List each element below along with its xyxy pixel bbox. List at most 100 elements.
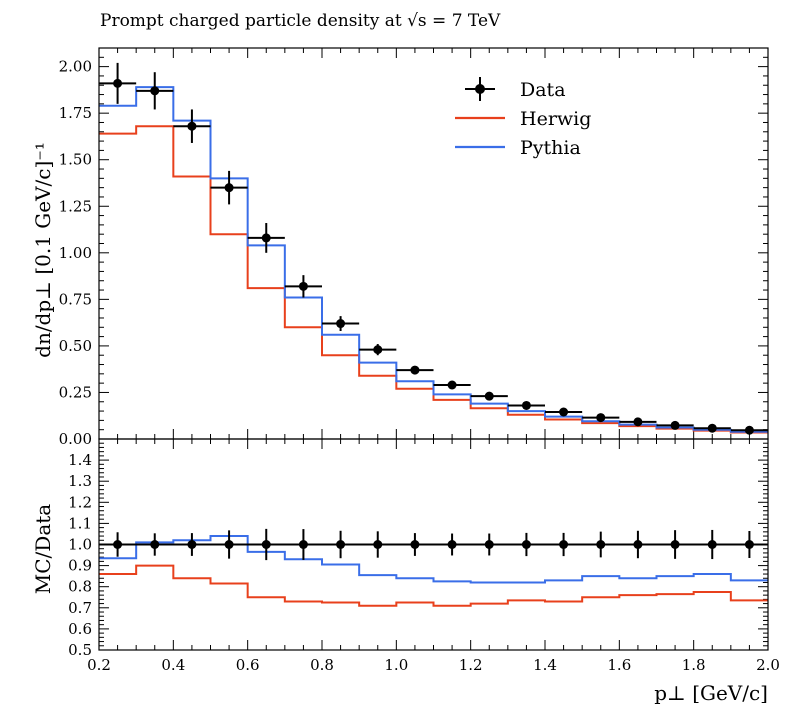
main-data-point [433, 380, 471, 390]
main-data-point [582, 413, 620, 423]
main-data-point-marker [150, 86, 160, 96]
main-y-tick-label: 1.75 [59, 104, 92, 122]
main-data-point [396, 365, 434, 375]
ratio-data-point-marker [298, 540, 308, 549]
main-data-point [656, 420, 694, 430]
legend-entry-pythia: Pythia [455, 137, 581, 159]
ratio-data-point [582, 531, 620, 558]
x-tick-label: 0.6 [236, 656, 260, 674]
legend-entry-herwig: Herwig [455, 108, 591, 130]
main-data-point [507, 400, 545, 410]
main-data-point [210, 170, 248, 205]
main-data-point-marker [187, 121, 197, 131]
main-data-point-marker [261, 233, 271, 243]
legend-herwig-label: Herwig [520, 108, 591, 130]
x-tick-label: 1.0 [384, 656, 408, 674]
main-data-point [173, 109, 211, 143]
ratio-data-point-marker [670, 540, 680, 549]
main-y-tick-label: 1.00 [59, 244, 92, 262]
ratio-data-point [730, 530, 768, 559]
ratio-data-point [99, 532, 137, 557]
ratio-data-point [693, 529, 731, 560]
ratio-data-point-marker [224, 540, 234, 549]
ratio-data-point [656, 530, 694, 559]
main-data-point-marker [484, 391, 494, 401]
ratio-data-point-marker [484, 540, 494, 549]
ratio-data-point [210, 530, 248, 559]
ratio-data-point-marker [336, 540, 346, 549]
ratio-data-point [284, 529, 322, 560]
main-y-tick-label: 1.25 [59, 197, 92, 215]
ratio-data-point-marker [596, 540, 606, 549]
main-data-point [99, 62, 137, 104]
ratio-y-tick-label: 0.5 [68, 641, 92, 659]
main-data-point-marker [559, 407, 569, 417]
x-tick-label: 1.6 [607, 656, 631, 674]
ratio-data-point [322, 530, 360, 559]
legend-pythia-label: Pythia [520, 137, 581, 159]
x-tick-label: 1.8 [682, 656, 706, 674]
ratio-data-point-marker [559, 540, 569, 549]
ratio-y-tick-label: 1.3 [68, 472, 92, 490]
ratio-data-point [619, 530, 657, 559]
ratio-data-point-marker [373, 540, 383, 549]
main-y-tick-label: 2.00 [59, 58, 92, 76]
main-data-point-marker [373, 345, 383, 355]
ratio-y-tick-label: 0.6 [68, 620, 92, 638]
ratio-data-point-marker [113, 540, 123, 549]
ratio-data-point-marker [410, 540, 420, 549]
ratio-y-axis-label: MC/Data [31, 504, 55, 595]
main-data-point [730, 425, 768, 435]
main-data-point-marker [410, 365, 420, 375]
x-tick-label: 0.4 [161, 656, 185, 674]
x-tick-label: 0.2 [87, 656, 111, 674]
main-data-point-marker [707, 423, 717, 433]
ratio-data-point-marker [521, 540, 531, 549]
main-data-point-marker [447, 380, 457, 390]
ratio-data-point [173, 533, 211, 556]
main-data-point-marker [113, 78, 123, 88]
main-data-point [619, 417, 657, 427]
ratio-y-tick-label: 0.8 [68, 578, 92, 596]
main-data-point-marker [596, 413, 606, 423]
main-data-point [136, 72, 174, 110]
ratio-data-point [136, 533, 174, 556]
main-y-tick-label: 0.00 [59, 430, 92, 448]
ratio-data-point [545, 532, 583, 557]
main-data-point-marker [633, 417, 643, 427]
main-y-tick-label: 0.25 [59, 383, 92, 401]
ratio-data-point-marker [744, 540, 754, 549]
ratio-y-tick-label: 1.0 [68, 536, 92, 554]
main-data-point-marker [521, 400, 531, 410]
main-pythia-step [99, 86, 768, 433]
main-y-tick-label: 1.50 [59, 151, 92, 169]
main-data-point [470, 391, 508, 401]
ratio-data-point [507, 532, 545, 557]
ratio-data-point [433, 533, 471, 556]
ratio-y-tick-label: 0.7 [68, 599, 92, 617]
x-tick-label: 0.8 [310, 656, 334, 674]
main-data-point [247, 223, 285, 253]
x-tick-label: 1.2 [459, 656, 483, 674]
legend-entry-data: Data [465, 77, 566, 101]
main-data-point [545, 407, 583, 417]
main-data-point [359, 344, 397, 356]
legend: Data Herwig Pythia [455, 77, 591, 159]
x-tick-label: 2.0 [756, 656, 780, 674]
ratio-data-point-marker [707, 540, 717, 549]
ratio-data-point [359, 531, 397, 558]
ratio-data-point [396, 533, 434, 556]
ratio-data-point [470, 533, 508, 556]
x-axis-label: p⊥ [GeV/c] [654, 681, 768, 705]
main-data-point [284, 275, 322, 298]
main-y-tick-label: 0.75 [59, 290, 92, 308]
main-data-point-marker [744, 425, 754, 435]
main-data-point-marker [336, 319, 346, 329]
ratio-y-tick-label: 1.4 [68, 451, 92, 469]
ratio-y-tick-label: 1.1 [68, 514, 92, 532]
main-data-point-marker [224, 183, 234, 193]
main-panel: 0.00 0.25 0.50 0.75 1.00 1.25 1.50 1.75 2.00 [59, 47, 769, 448]
main-data-point-marker [670, 420, 680, 430]
ratio-y-tick-label: 1.2 [68, 493, 92, 511]
